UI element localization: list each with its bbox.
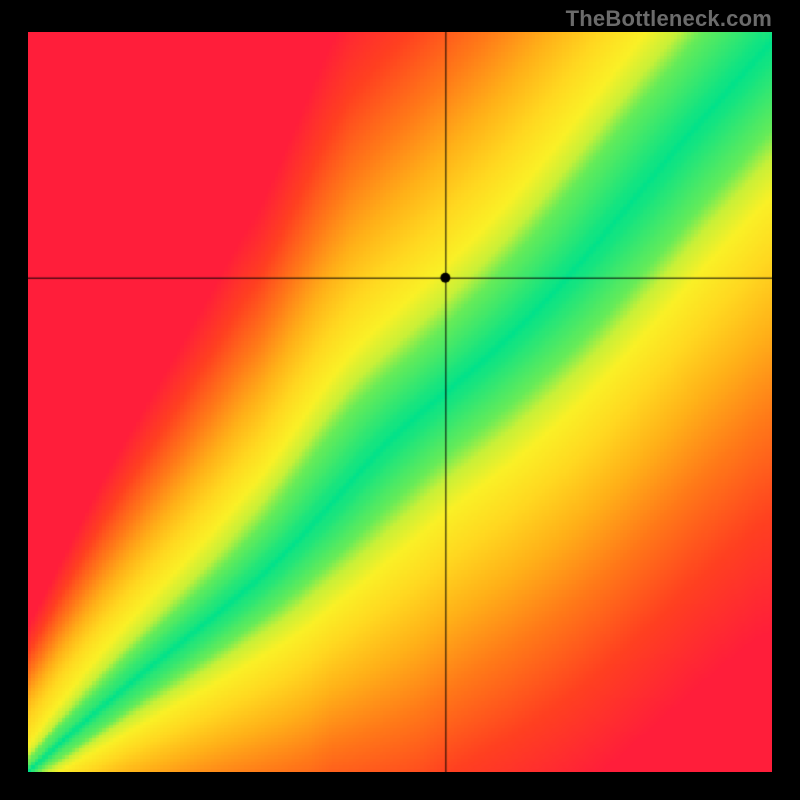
heatmap-canvas [28, 32, 772, 772]
watermark-text: TheBottleneck.com [566, 6, 772, 32]
chart-container: TheBottleneck.com [0, 0, 800, 800]
heatmap-plot [28, 32, 772, 772]
